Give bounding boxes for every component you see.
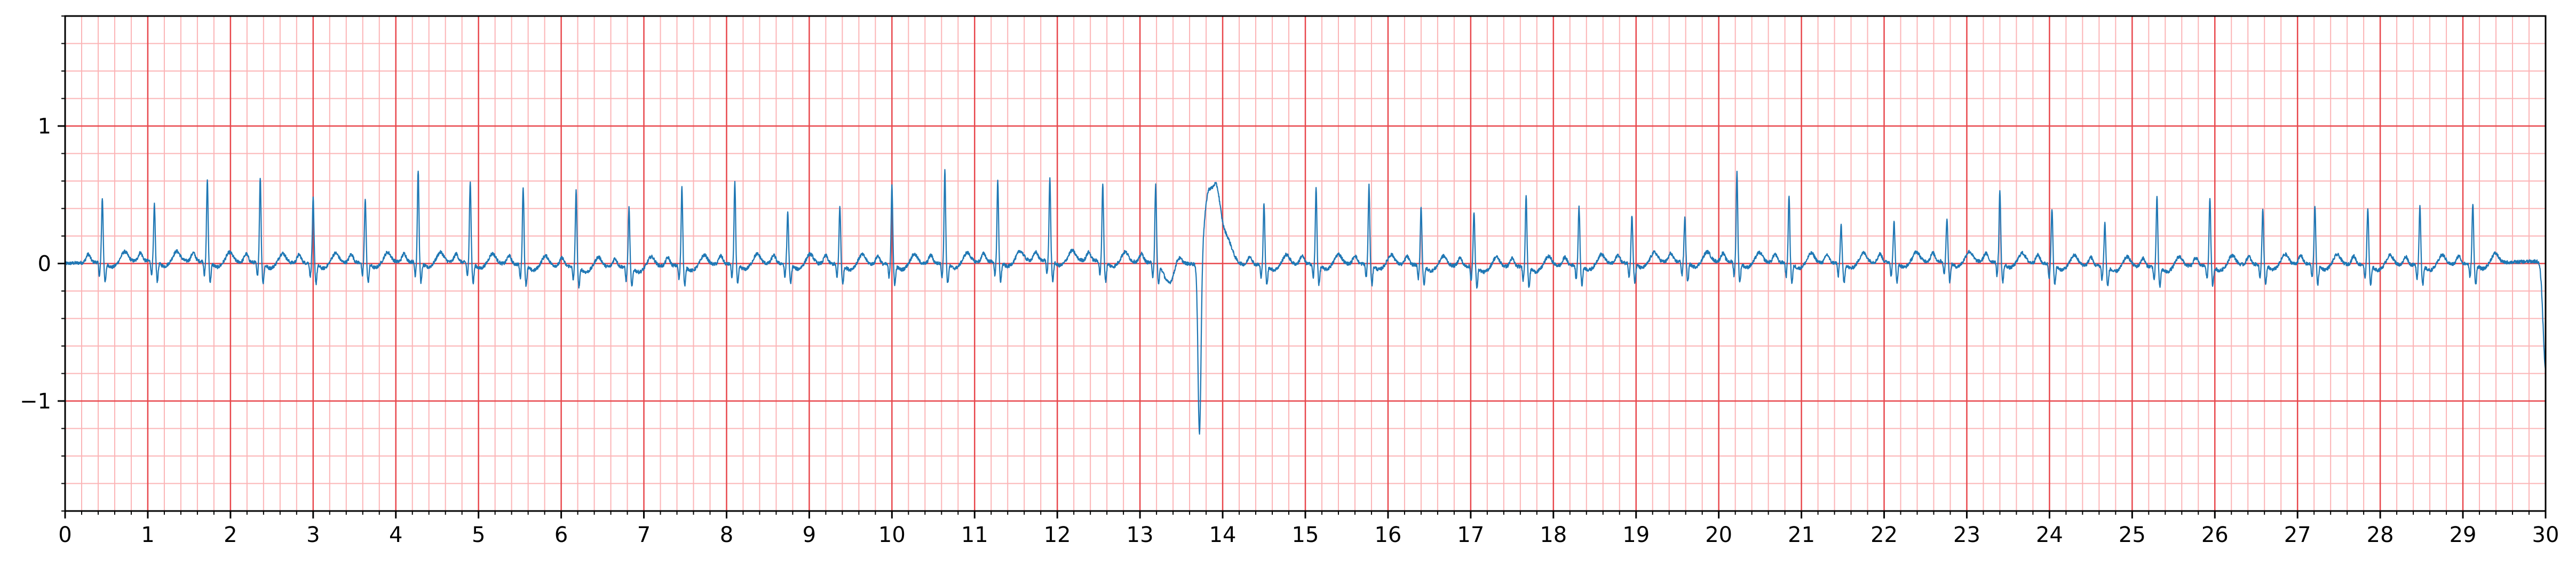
x-tick-label: 16	[1374, 523, 1401, 547]
x-tick-label: 7	[637, 523, 651, 547]
x-tick-label: 12	[1044, 523, 1071, 547]
x-tick-label: 9	[803, 523, 816, 547]
x-tick-label: 11	[961, 523, 988, 547]
trace-layer	[64, 169, 2547, 435]
ecg-trace-line	[64, 169, 2547, 435]
x-axis: 0 1 2 3 4 5 6 7 8 9 10 11 12 13 14 15 16 17 18 19 20 21 22 23 24…	[58, 511, 2559, 547]
x-tick-label: 10	[878, 523, 906, 547]
x-tick-label: 4	[389, 523, 402, 547]
x-tick-label: 21	[1788, 523, 1815, 547]
x-tick-label: 19	[1622, 523, 1650, 547]
x-tick-label: 20	[1705, 523, 1732, 547]
x-tick-label: 24	[2036, 523, 2063, 547]
x-tick-label: 3	[306, 523, 320, 547]
x-tick-label: 6	[554, 523, 568, 547]
x-tick-label: 22	[1870, 523, 1898, 547]
x-tick-label: 13	[1127, 523, 1154, 547]
x-tick-label: 27	[2284, 523, 2311, 547]
x-tick-label: 23	[1953, 523, 1980, 547]
y-axis: 1 0 −1	[20, 15, 65, 512]
y-tick-label: 1	[38, 114, 51, 139]
y-tick-label: 0	[38, 252, 51, 277]
x-tick-label: 30	[2532, 523, 2559, 547]
x-tick-label: 18	[1540, 523, 1567, 547]
x-tick-label: 25	[2119, 523, 2146, 547]
x-tick-label: 8	[720, 523, 733, 547]
x-tick-label: 29	[2450, 523, 2477, 547]
y-tick-label: −1	[20, 389, 51, 414]
x-tick-label: 28	[2367, 523, 2394, 547]
x-tick-label: 17	[1457, 523, 1484, 547]
x-tick-label: 26	[2201, 523, 2229, 547]
x-tick-label: 5	[472, 523, 485, 547]
x-tick-label: 15	[1292, 523, 1319, 547]
x-tick-label: 14	[1209, 523, 1237, 547]
x-tick-label: 1	[141, 523, 154, 547]
x-tick-label: 0	[58, 523, 72, 547]
x-tick-label: 2	[224, 523, 237, 547]
